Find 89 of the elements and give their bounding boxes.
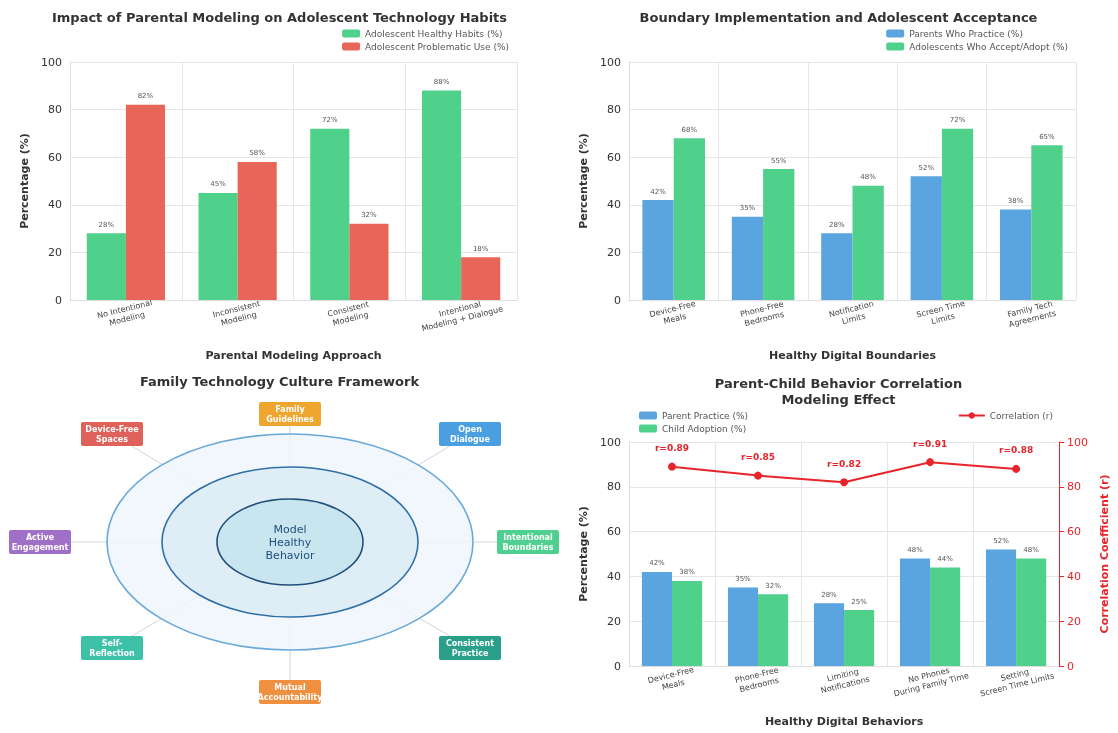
annotation: r=0.82 [826, 458, 862, 469]
bar [910, 176, 942, 300]
bar [1000, 209, 1032, 300]
legend-label: Correlation (r) [989, 410, 1054, 421]
bar [1031, 145, 1063, 300]
y-tick-label: 40 [48, 198, 62, 212]
bar [930, 567, 961, 666]
y2-tick-label: 60 [1067, 525, 1082, 539]
y-tick-label: 40 [607, 569, 621, 583]
bar [641, 571, 673, 666]
bar [673, 138, 705, 300]
point [840, 478, 849, 487]
bar [642, 200, 674, 300]
bar [422, 90, 462, 300]
annotation: r=0.89 [654, 443, 690, 454]
legend-label: Parent Practice (%) [662, 410, 749, 421]
bar [758, 594, 789, 666]
x-tick-label: No Phones During Family Time [892, 665, 970, 699]
text: Self- Reflection [89, 639, 136, 658]
legend-label: Adolescent Healthy Habits (%) [365, 28, 503, 39]
bar [813, 603, 845, 666]
annotation: r=0.91 [912, 438, 948, 449]
y-tick-label: 80 [607, 103, 621, 117]
y-tick-label: 20 [48, 245, 62, 259]
bar [763, 169, 795, 300]
y-tick-label: 60 [607, 525, 621, 539]
bar [237, 161, 277, 300]
y2-tick-label: 80 [1067, 480, 1082, 494]
bar [731, 216, 764, 300]
y-tick-label: 100 [600, 55, 621, 69]
y-tick-label: 100 [600, 435, 621, 449]
y-tick-label: 0 [614, 293, 621, 307]
text: Intentional Boundaries [502, 533, 554, 552]
bar [941, 128, 974, 300]
bar [1016, 558, 1047, 666]
bar [198, 192, 238, 300]
chart-title: Impact of Parental Modeling on Adolescent Technology Habits [51, 9, 508, 25]
x-axis-title: Parental Modeling Approach [205, 349, 382, 362]
y-tick-label: 60 [607, 150, 621, 164]
y-tick-label: 40 [607, 198, 621, 212]
y2-axis-title: Correlation Coefficient (r) [1098, 474, 1111, 634]
text: Model Healthy Behavior [265, 522, 315, 563]
bar [899, 558, 931, 666]
y-tick-label: 80 [607, 480, 621, 494]
annotation: r=0.88 [999, 445, 1034, 456]
text: Family Guidelines [266, 405, 314, 424]
point [754, 471, 763, 480]
bar [125, 104, 165, 300]
y-tick-label: 60 [48, 150, 62, 164]
y2-tick-label: 0 [1067, 659, 1075, 673]
bar [86, 233, 126, 300]
y-axis-title: Percentage (%) [577, 133, 591, 229]
text: Family Technology Culture Framework [139, 374, 420, 389]
bar [727, 587, 759, 666]
legend-label: Child Adoption (%) [662, 423, 747, 434]
bar [821, 233, 853, 300]
bar [349, 223, 389, 300]
y2-tick-label: 40 [1067, 569, 1082, 583]
x-tick-label: Screen Time Limits [915, 298, 966, 327]
y2-tick-label: 100 [1067, 435, 1089, 449]
bar [852, 185, 884, 300]
y-tick-label: 100 [41, 55, 62, 69]
point [1012, 464, 1021, 473]
y2-tick-label: 20 [1067, 614, 1082, 628]
bar [985, 549, 1017, 666]
point [668, 462, 677, 471]
annotation: r=0.85 [740, 452, 776, 463]
y-axis-title: Percentage (%) [577, 506, 591, 602]
y-tick-label: 80 [48, 103, 62, 117]
bar [461, 257, 501, 300]
y-tick-label: 20 [607, 614, 621, 628]
bar [310, 128, 350, 300]
y-axis-title: Percentage (%) [18, 133, 32, 229]
y-tick-label: 0 [55, 293, 62, 307]
chart-title: Parent-Child Behavior Correlation Modeling Effect [714, 375, 963, 407]
bar [672, 580, 703, 666]
x-axis-title: Healthy Digital Behaviors [764, 715, 924, 728]
bar [844, 610, 875, 666]
y-tick-label: 0 [614, 659, 621, 673]
legend-label: Adolescents Who Accept/Adopt (%) [909, 41, 1069, 52]
x-axis-title: Healthy Digital Boundaries [769, 349, 937, 362]
legend-label: Parents Who Practice (%) [909, 28, 1023, 39]
x-tick-label: Setting Screen Time Limits [979, 667, 1056, 699]
point [926, 458, 935, 467]
y-tick-label: 20 [607, 245, 621, 259]
legend-label: Adolescent Problematic Use (%) [365, 41, 509, 52]
chart-title: Boundary Implementation and Adolescent Acceptance [639, 9, 1038, 25]
text: Open Dialogue [450, 425, 491, 444]
text: Consistent Practice [445, 639, 495, 658]
